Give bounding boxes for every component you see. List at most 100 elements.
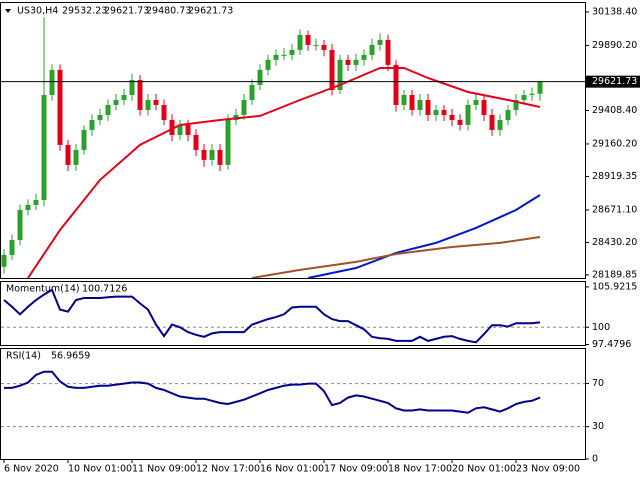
candle-body [65, 144, 71, 165]
y-tick-label: 29160.20 [592, 138, 637, 149]
momentum-value: 100.7126 [82, 284, 127, 295]
candle-body [537, 81, 543, 94]
y-tick-label: 30138.40 [592, 6, 637, 17]
candle-body [249, 85, 255, 100]
y-tick-label: 29890.20 [592, 40, 637, 51]
candle-body [473, 99, 479, 105]
x-tick-label: 6 Nov 2020 [4, 464, 59, 475]
candle-body [433, 109, 439, 115]
y-tick-label: 29408.40 [592, 105, 637, 116]
candle-body [361, 54, 367, 60]
candle-body [449, 114, 455, 120]
y-tick-label: 30 [592, 421, 604, 432]
menu-arrow[interactable] [5, 9, 11, 13]
plot [1, 17, 543, 278]
candle-body [521, 94, 527, 100]
candle-body [313, 44, 319, 46]
ohlc-low: 29480.73 [146, 6, 191, 17]
candle-body [9, 239, 15, 255]
current-price-box [586, 75, 640, 88]
candle-body [1, 254, 7, 267]
current-price-label: 29621.73 [592, 76, 637, 87]
series-line [3, 288, 541, 344]
candle-body [353, 59, 359, 65]
candle-body [337, 59, 343, 90]
x-tick-label: 16 Nov 01:00 [260, 464, 324, 475]
x-tick-label: 12 Nov 17:00 [196, 464, 260, 475]
symbol: US30,H4 [17, 6, 58, 17]
y-tick-label: 28430.20 [592, 237, 637, 248]
candle-body [73, 149, 79, 165]
candle-body [225, 119, 231, 165]
candle-body [49, 69, 55, 95]
candle-body [321, 44, 327, 50]
candle-body [129, 80, 135, 95]
y-tick-label: 70 [592, 378, 604, 389]
candle-body [89, 119, 95, 130]
x-tick-label: 20 Nov 01:00 [452, 464, 516, 475]
candle-body [17, 209, 23, 240]
y-tick-label: 97.4796 [592, 339, 631, 350]
y-tick-label: 28919.35 [592, 171, 637, 182]
candle-body [41, 94, 47, 200]
panel-frame [0, 2, 586, 279]
y-tick-label: 100 [592, 322, 610, 333]
candle-body [281, 54, 287, 56]
candle-body [57, 69, 63, 145]
candle-body [289, 49, 295, 55]
candle-body [457, 119, 463, 125]
momentum-title: Momentum(14) [6, 284, 80, 295]
candle-body [217, 149, 223, 165]
candle-body [513, 99, 519, 110]
candle-body [409, 94, 415, 110]
x-tick-label: 17 Nov 09:00 [324, 464, 388, 475]
candle-body [185, 124, 191, 135]
x-tick-label: 11 Nov 09:00 [132, 464, 196, 475]
candle-body [97, 114, 103, 120]
candle-body [169, 119, 175, 135]
series-line [307, 194, 541, 278]
candle-body [329, 49, 335, 90]
x-tick-label: 18 Nov 17:00 [388, 464, 452, 475]
candle-body [377, 39, 383, 45]
candle-body [417, 99, 423, 110]
x-tick-label: 23 Nov 09:00 [516, 464, 580, 475]
candle-body [385, 39, 391, 65]
candle-body [505, 109, 511, 120]
ohlc-close: 29621.73 [188, 6, 233, 17]
candle-body [121, 94, 127, 100]
candle-body [193, 134, 199, 150]
candle-body [161, 104, 167, 120]
candle-body [265, 59, 271, 70]
panel-frame [0, 348, 586, 460]
candle-body [305, 34, 311, 45]
ohlc-open: 29532.23 [62, 6, 107, 17]
candle-body [113, 99, 119, 105]
series-line [27, 67, 541, 278]
candle-body [529, 93, 535, 95]
candle-body [25, 204, 31, 210]
candle-body [177, 124, 183, 135]
y-tick-label: 105.9215 [592, 281, 637, 292]
candle-body [81, 129, 87, 150]
candle-body [273, 54, 279, 60]
candle-body [441, 109, 447, 115]
rsi-value: 56.9659 [51, 351, 90, 362]
series-line [4, 370, 541, 414]
plot [3, 288, 541, 344]
series-line [251, 236, 541, 278]
candle-body [201, 149, 207, 160]
rsi-title: RSI(14) [6, 351, 41, 362]
candle-body [105, 104, 111, 115]
candle-body [241, 99, 247, 115]
y-tick-label: 28189.85 [592, 269, 637, 280]
candle-body [481, 99, 487, 115]
candle-body [393, 64, 399, 105]
candle-body [209, 149, 215, 160]
panel-frame [0, 281, 586, 346]
candle-body [465, 104, 471, 125]
candle-body [153, 99, 159, 105]
candle-body [137, 80, 143, 110]
